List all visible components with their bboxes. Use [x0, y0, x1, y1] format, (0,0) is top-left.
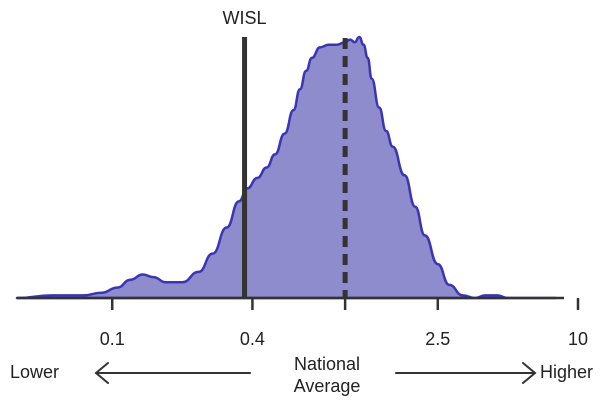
- x-tick-label-0: 0.1: [100, 329, 125, 349]
- x-tick-label-3: 2.5: [425, 329, 450, 349]
- density-area-0: [15, 35, 557, 300]
- x-tick-label-4: 10: [568, 329, 588, 349]
- x-axis-ticks: 0.1 0.4 2.5 10: [100, 298, 588, 349]
- higher-label: Higher: [540, 362, 593, 382]
- average-label: Average: [294, 376, 361, 396]
- right-arrow-icon: [395, 362, 537, 384]
- lower-label: Lower: [10, 362, 59, 382]
- density-area-layer: [15, 35, 557, 300]
- wisl-label: WISL: [223, 8, 267, 28]
- left-arrow-icon: [94, 362, 251, 384]
- national-label: National: [294, 354, 360, 374]
- reference-lines: [242, 37, 348, 298]
- x-tick-label-1: 0.4: [240, 329, 265, 349]
